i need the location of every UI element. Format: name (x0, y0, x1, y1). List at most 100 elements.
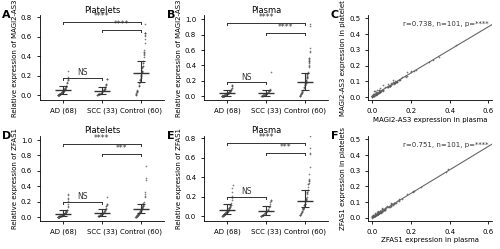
Point (296, 213, 304, 217)
Title: Plasma: Plasma (251, 126, 281, 135)
Point (93, 93, 101, 97)
Point (136, 209, 144, 213)
Point (373, 92, 381, 96)
Point (389, 78, 397, 82)
Point (97, 91, 105, 95)
Point (266, 88, 274, 92)
Point (228, 84, 236, 88)
Point (263, 91, 271, 95)
Point (134, 212, 142, 216)
Point (222, 211, 230, 215)
Point (263, 209, 271, 213)
Point (402, 75, 410, 79)
Point (133, 89, 141, 93)
Point (132, 215, 140, 219)
Point (299, 207, 307, 211)
Point (223, 210, 231, 214)
Point (96, 213, 104, 217)
Point (226, 205, 234, 209)
Point (134, 212, 142, 216)
Point (222, 93, 230, 97)
Point (100, 209, 108, 213)
Point (222, 211, 230, 215)
Point (102, 85, 110, 89)
Point (370, 214, 378, 218)
Point (141, 31, 149, 35)
Point (259, 213, 267, 217)
Point (222, 211, 230, 215)
Point (57, 214, 65, 218)
Point (390, 81, 398, 85)
Point (59, 89, 67, 93)
Text: E: E (166, 131, 174, 141)
Point (368, 95, 376, 99)
Point (140, 41, 148, 45)
Point (218, 94, 226, 98)
Point (304, 72, 312, 76)
Point (300, 86, 308, 90)
Point (305, 57, 313, 61)
Point (257, 214, 265, 218)
Point (304, 72, 312, 76)
Point (376, 210, 384, 214)
Point (226, 89, 234, 93)
Point (371, 214, 379, 218)
Point (222, 210, 230, 214)
Point (302, 198, 310, 202)
Point (225, 206, 233, 210)
Point (227, 88, 235, 92)
Point (375, 211, 383, 215)
Point (141, 34, 149, 38)
Point (259, 93, 267, 97)
Point (136, 210, 143, 214)
Point (387, 81, 395, 85)
Point (98, 212, 106, 216)
Point (138, 207, 145, 211)
Point (62, 210, 70, 214)
Point (374, 211, 382, 215)
Point (60, 87, 68, 91)
Point (302, 79, 310, 83)
Point (224, 208, 232, 212)
Point (54, 215, 62, 219)
Point (221, 93, 229, 97)
Point (375, 210, 383, 214)
Point (134, 212, 142, 216)
Point (225, 206, 233, 210)
Point (138, 66, 146, 70)
Point (372, 213, 380, 217)
Point (378, 208, 386, 212)
Point (388, 204, 396, 208)
Point (258, 94, 266, 98)
Point (300, 202, 308, 206)
Point (376, 209, 384, 213)
Point (305, 59, 313, 63)
Point (302, 78, 310, 82)
Point (142, 178, 150, 182)
Point (60, 212, 68, 216)
Point (134, 84, 142, 88)
Point (224, 92, 232, 96)
Point (380, 207, 388, 211)
Point (258, 214, 266, 218)
Point (228, 86, 235, 90)
Point (304, 64, 312, 68)
Point (56, 92, 64, 96)
Text: ***: *** (280, 143, 291, 152)
Point (378, 206, 386, 210)
Point (64, 199, 72, 203)
Point (61, 87, 69, 91)
Point (390, 201, 398, 205)
Point (389, 80, 397, 84)
Point (263, 91, 271, 95)
Point (370, 93, 378, 97)
Point (372, 92, 380, 96)
Point (60, 89, 68, 93)
Point (139, 204, 147, 208)
Point (228, 85, 235, 89)
Point (299, 207, 307, 211)
Point (302, 80, 310, 84)
Point (264, 89, 272, 93)
Point (137, 73, 145, 77)
Point (60, 212, 68, 216)
